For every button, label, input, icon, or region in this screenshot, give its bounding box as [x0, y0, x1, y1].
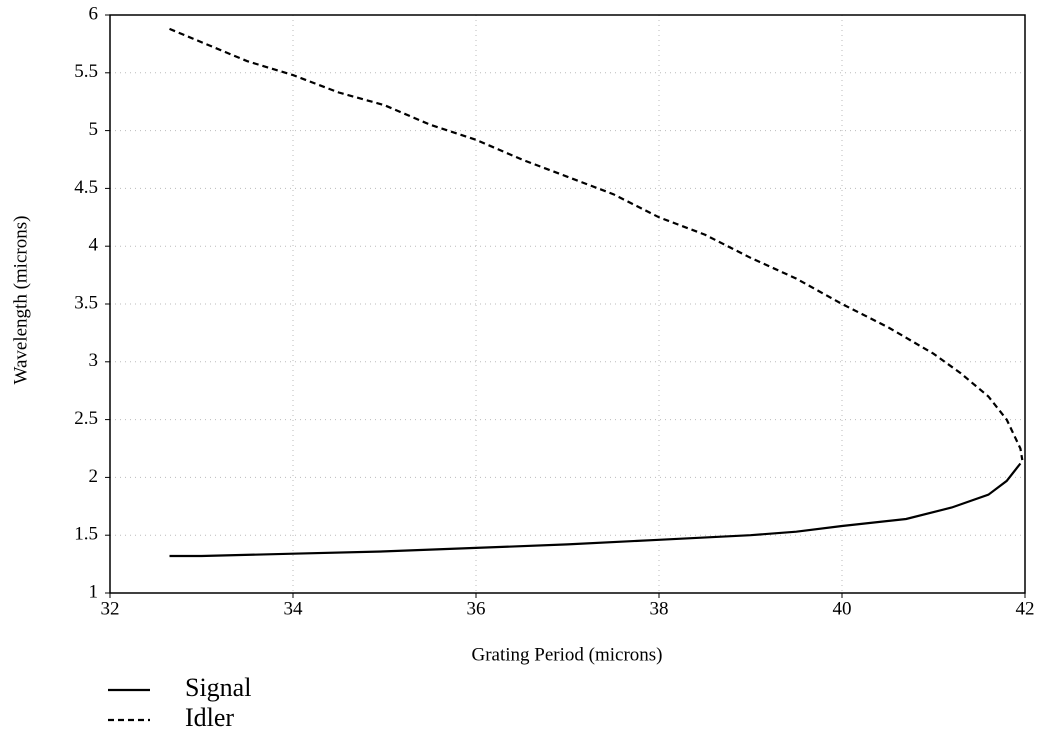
plot-frame: [109, 14, 1026, 594]
y-tick-label: 2.5: [74, 408, 98, 429]
y-tick-label: 3: [89, 350, 99, 371]
x-tick-label: 40: [833, 598, 852, 619]
y-tick-label: 1.5: [74, 524, 98, 545]
legend-label: Idler: [185, 703, 234, 732]
series-line: [169, 462, 1022, 558]
legend-label: Signal: [185, 673, 251, 702]
y-tick-label: 5.5: [74, 61, 98, 82]
x-tick-label: 38: [650, 598, 669, 619]
y-tick-label: 6: [89, 3, 99, 24]
y-tick-label: 4.5: [74, 177, 98, 198]
y-axis-title: Wavelength (microns): [10, 216, 31, 385]
x-axis-title: Grating Period (microns): [471, 644, 662, 665]
x-tick-label: 34: [284, 598, 304, 619]
y-tick-label: 4: [89, 235, 99, 256]
y-tick-label: 5: [89, 119, 99, 140]
x-tick-label: 42: [1016, 598, 1035, 619]
y-tick-label: 1: [89, 581, 99, 602]
series-line: [169, 27, 1024, 461]
y-tick-label: 3.5: [74, 292, 98, 313]
y-tick-label: 2: [89, 466, 99, 487]
x-tick-label: 32: [101, 598, 120, 619]
x-tick-label: 36: [467, 598, 486, 619]
